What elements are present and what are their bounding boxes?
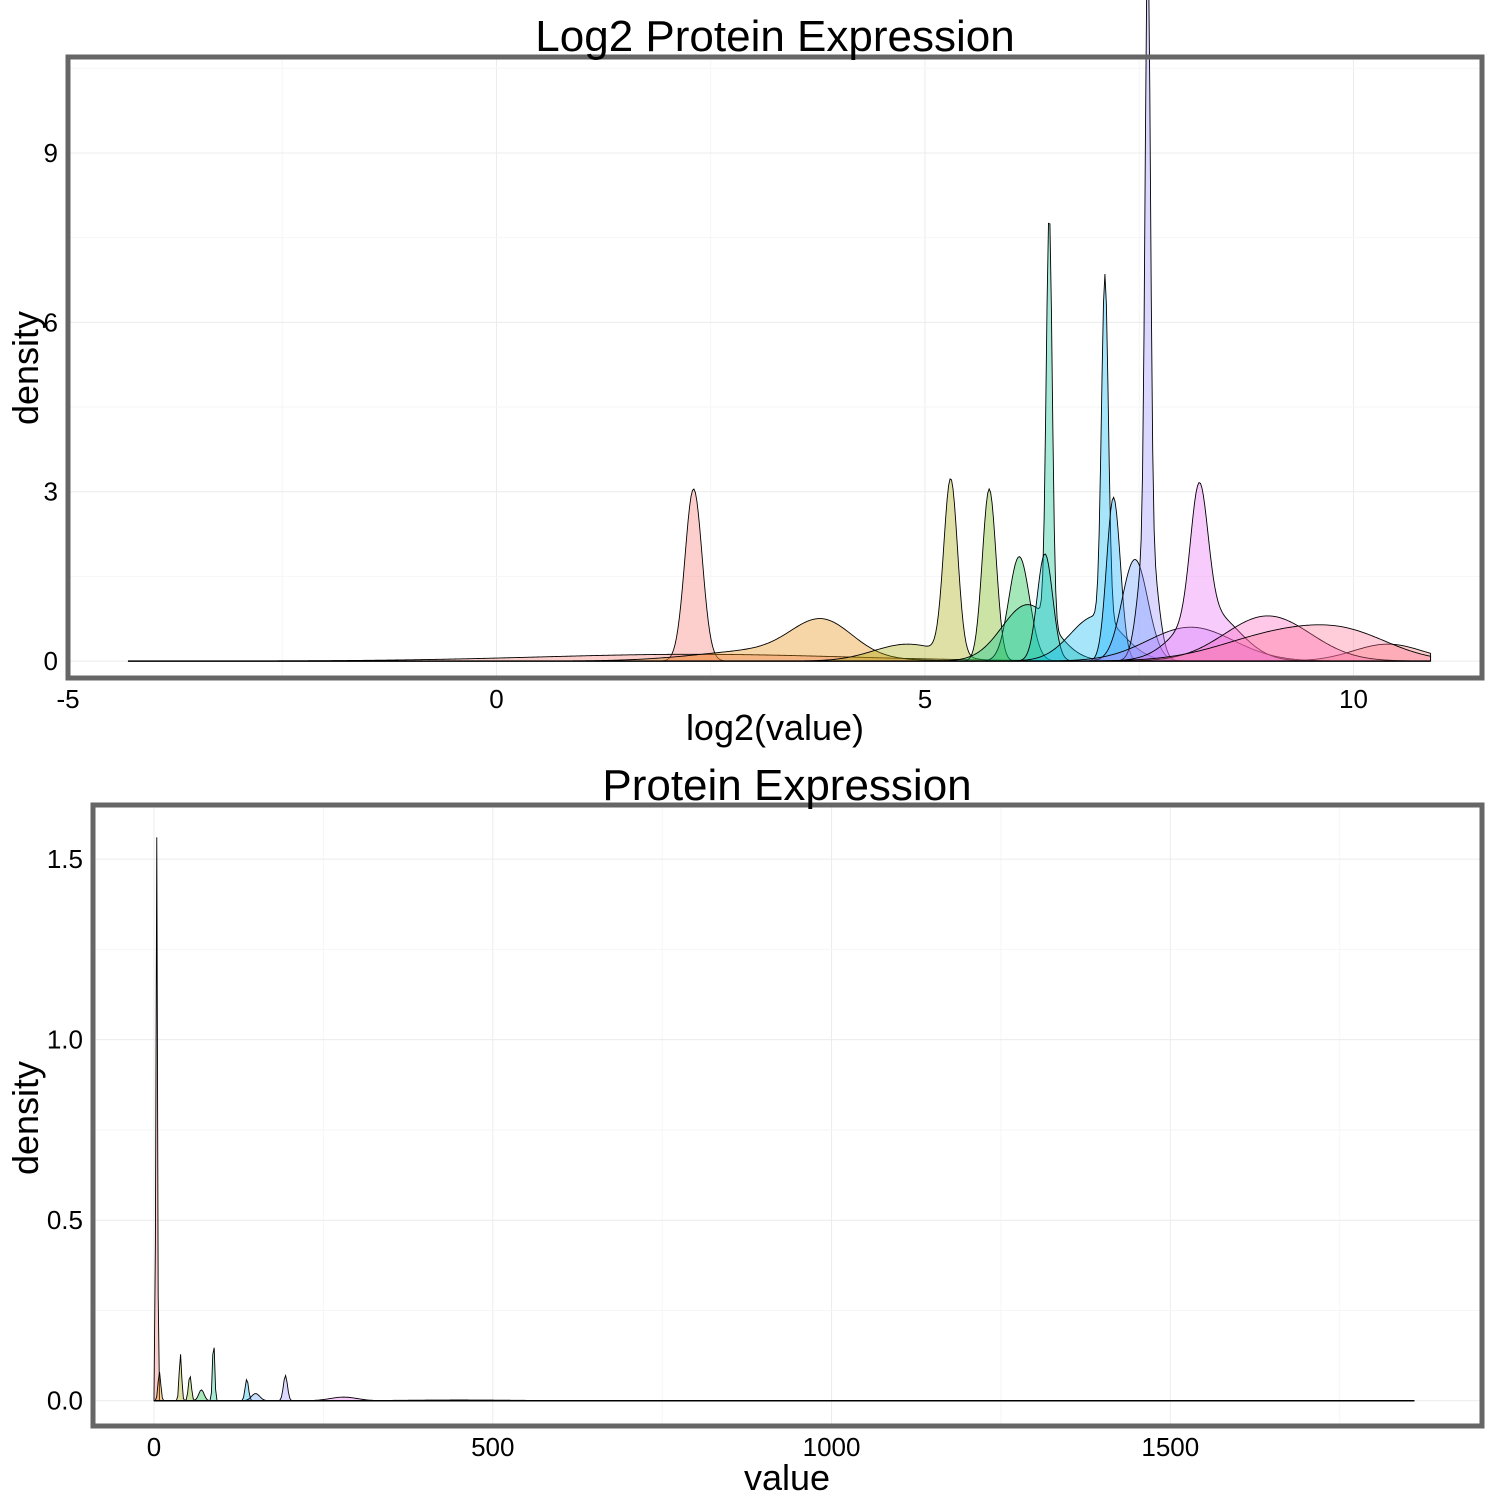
x-tick-label: 1000 <box>803 1432 861 1462</box>
y-tick-label: 0 <box>44 646 58 676</box>
panel-linear-grid <box>93 805 1482 1426</box>
x-tick-label: 0 <box>489 684 503 714</box>
panel-linear-ticks: 0 500 1000 1500 0.0 0.5 1.0 1.5 <box>47 844 1199 1462</box>
panel-log2: -5 0 5 10 0 3 6 9 Log2 Protein Expression log2(… <box>5 0 1485 748</box>
y-tick-label: 1.0 <box>47 1025 83 1055</box>
panel-log2-ticks: -5 0 5 10 0 3 6 9 <box>44 138 1368 714</box>
density-curve-linear-1 <box>153 1372 1415 1402</box>
panel-log2-ylabel: density <box>5 311 46 425</box>
y-tick-label: 0.0 <box>47 1386 83 1416</box>
y-tick-label: 6 <box>44 307 58 337</box>
x-tick-label: 500 <box>471 1432 514 1462</box>
panel-linear-curves <box>153 837 1415 1402</box>
density-curve-linear-5 <box>153 1347 1415 1402</box>
x-tick-label: -5 <box>56 684 79 714</box>
panel-linear-frame <box>90 802 1485 1429</box>
panel-linear-ylabel: density <box>5 1061 46 1175</box>
x-tick-label: 10 <box>1339 684 1368 714</box>
density-curve-log2-6 <box>127 222 1431 662</box>
panel-linear-xlabel: value <box>744 1457 830 1498</box>
panel-linear: 0 500 1000 1500 0.0 0.5 1.0 1.5 Protein Express… <box>5 761 1485 1498</box>
density-curve-log2-8 <box>127 273 1431 662</box>
panel-log2-frame <box>65 54 1485 681</box>
density-curve-linear-0 <box>153 837 1415 1402</box>
panel-log2-title: Log2 Protein Expression <box>535 12 1014 61</box>
y-tick-label: 3 <box>44 477 58 507</box>
density-curve-log2-11 <box>127 0 1431 662</box>
y-tick-label: 9 <box>44 138 58 168</box>
x-tick-label: 5 <box>918 684 932 714</box>
x-tick-label: 1500 <box>1141 1432 1199 1462</box>
panel-log2-grid <box>67 57 1482 678</box>
y-tick-label: 0.5 <box>47 1205 83 1235</box>
y-tick-label: 1.5 <box>47 844 83 874</box>
density-curve-linear-2 <box>153 1354 1415 1402</box>
panel-log2-xlabel: log2(value) <box>686 707 864 748</box>
panel-linear-title: Protein Expression <box>602 761 971 810</box>
x-tick-label: 0 <box>147 1432 161 1462</box>
panel-log2-curves <box>127 0 1432 662</box>
